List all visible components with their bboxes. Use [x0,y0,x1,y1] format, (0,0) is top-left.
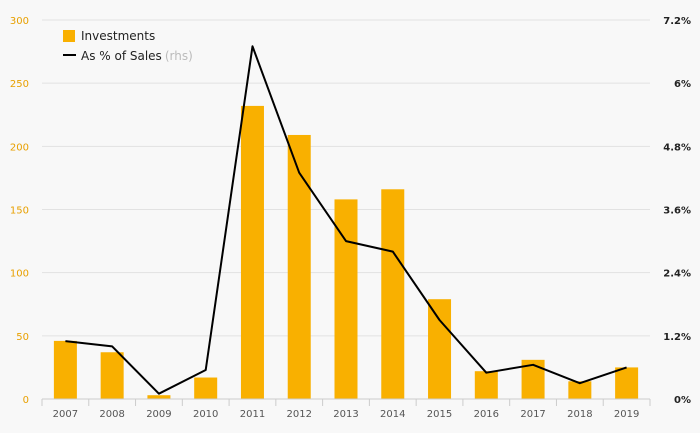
bar-2007 [53,340,77,399]
y-left-tick-label: 250 [10,79,29,90]
svg-text:As % of Sales(rhs): As % of Sales (rhs) [81,49,193,63]
y-left-tick-label: 300 [10,16,29,27]
legend: Investments As % of Sales (rhs) [63,29,193,63]
bar-2019 [615,367,639,399]
y-right-tick-label: 4.8% [663,142,691,153]
x-tick-label: 2012 [287,409,312,420]
bar-2011 [240,105,264,399]
sales-pct-line-layer [65,45,627,395]
legend-label-investments: Investments [81,29,155,43]
bar-2016 [474,371,498,399]
x-tick-label: 2013 [333,409,358,420]
x-tick-label: 2016 [474,409,499,420]
x-tick-label: 2008 [99,409,124,420]
legend-label-rhs-note: (rhs) [165,49,193,63]
x-tick-label: 2015 [427,409,452,420]
bar-2010 [194,377,218,399]
axes: 0 0% 50 1.2% 100 2.4% 150 3.6% 200 4.8% 250 6% 300 7.… [10,16,691,420]
bar-2018 [568,381,592,399]
bar-2009 [147,395,171,399]
y-left-tick-label: 50 [16,332,29,343]
bar-2012 [287,134,311,400]
y-left-tick-label: 0 [23,395,29,406]
legend-swatch-investments [63,30,75,42]
bar-2013 [334,199,358,399]
y-right-tick-label: 6% [674,79,691,90]
y-left-tick-label: 200 [10,142,29,153]
y-right-tick-label: 7.2% [663,16,691,27]
x-tick-label: 2018 [567,409,592,420]
y-right-tick-label: 0% [674,395,691,406]
y-right-tick-label: 3.6% [663,206,691,217]
bar-2017 [521,359,545,399]
bar-2014 [381,189,405,399]
x-tick-label: 2014 [380,409,405,420]
x-tick-label: 2011 [240,409,265,420]
y-right-tick-label: 2.4% [663,269,691,280]
x-tick-label: 2010 [193,409,218,420]
bar-2008 [100,352,124,399]
y-left-tick-label: 100 [10,269,29,280]
y-right-tick-label: 1.2% [663,332,691,343]
sales-pct-line [65,45,627,395]
x-tick-label: 2007 [53,409,78,420]
x-tick-label: 2017 [520,409,545,420]
y-left-tick-label: 150 [10,206,29,217]
legend-label-sales-pct: As % of Sales [81,49,162,63]
x-tick-label: 2009 [146,409,171,420]
investment-bars [53,105,639,400]
bar-2015 [428,299,452,399]
x-tick-label: 2019 [614,409,639,420]
